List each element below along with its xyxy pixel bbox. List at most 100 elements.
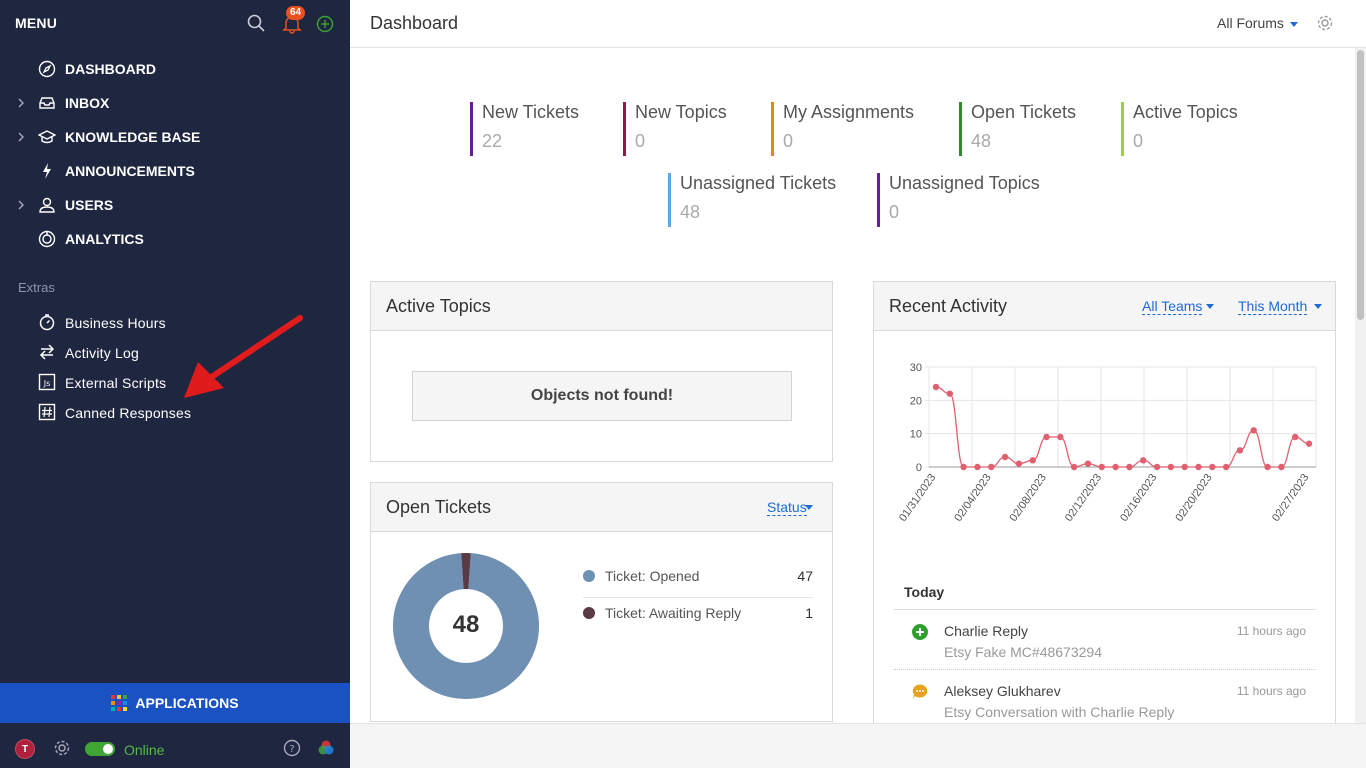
applications-button[interactable]: APPLICATIONS	[0, 683, 350, 723]
x-tick-label: 02/27/2023	[1270, 472, 1311, 524]
panel-header: Active Topics	[371, 282, 832, 331]
data-point[interactable]	[1153, 463, 1161, 471]
stat-active-topics[interactable]: Active Topics 0	[1121, 102, 1238, 158]
data-point[interactable]	[1043, 433, 1050, 441]
legend-row[interactable]: Ticket: Opened 47	[583, 561, 813, 598]
caret-down-icon[interactable]	[1206, 304, 1214, 309]
legend-swatch	[583, 607, 595, 619]
activity-time: 11 hours ago	[1236, 684, 1306, 698]
x-tick-label: 01/31/2023	[897, 472, 938, 524]
add-circle-icon[interactable]	[316, 15, 334, 33]
search-icon[interactable]	[246, 13, 266, 33]
caret-down-icon	[1289, 21, 1298, 27]
activity-name: Charlie Reply	[944, 623, 1029, 639]
stat-my-assignments[interactable]: My Assignments 0	[771, 102, 914, 158]
data-point[interactable]	[1167, 463, 1175, 471]
extras-item-external-scripts[interactable]: Js External Scripts	[0, 367, 350, 397]
palette-icon[interactable]	[317, 739, 335, 757]
data-point[interactable]	[1181, 463, 1188, 471]
data-point[interactable]	[1195, 463, 1202, 471]
donut-slice[interactable]	[393, 553, 539, 699]
data-point[interactable]	[946, 390, 954, 397]
period-filter-dropdown[interactable]: This Month	[1238, 299, 1308, 315]
data-point[interactable]	[1001, 453, 1009, 461]
nav-item-announcements[interactable]: ANNOUNCEMENTS	[0, 154, 350, 188]
series-line	[935, 386, 1310, 468]
scrollbar[interactable]	[1355, 48, 1366, 723]
caret-down-icon[interactable]	[805, 505, 813, 510]
applications-label: APPLICATIONS	[135, 695, 239, 711]
notification-badge: 64	[286, 6, 306, 20]
activity-item[interactable]: Aleksey Glukharev Etsy Conversation with…	[894, 670, 1316, 730]
legend-row[interactable]: Ticket: Awaiting Reply 1	[583, 598, 813, 635]
caret-down-icon[interactable]	[1314, 304, 1322, 309]
open-tickets-panel: Open Tickets Status 48 Ticket: Opened 47…	[370, 482, 833, 722]
data-point[interactable]	[988, 463, 995, 471]
js-file-icon: Js	[38, 373, 56, 391]
data-point[interactable]	[1112, 463, 1119, 471]
panel-title: Open Tickets	[386, 497, 492, 517]
activity-time: 11 hours ago	[1236, 624, 1306, 638]
stat-open-tickets[interactable]: Open Tickets 48	[959, 102, 1076, 158]
users-icon	[39, 197, 55, 213]
data-point[interactable]	[1029, 457, 1036, 464]
bottom-strip	[350, 723, 1366, 768]
extras-item-activity-log[interactable]: Activity Log	[0, 337, 350, 367]
data-point[interactable]	[1250, 427, 1257, 434]
scrollbar-thumb[interactable]	[1357, 50, 1364, 320]
open-tickets-legend: Ticket: Opened 47 Ticket: Awaiting Reply…	[583, 561, 813, 635]
stat-color-bar	[668, 173, 671, 227]
plus-circle-icon	[912, 624, 928, 640]
stat-label: Active Topics	[1133, 102, 1238, 122]
data-point[interactable]	[1070, 463, 1078, 471]
activity-subject[interactable]: Etsy Fake MC#48673294	[944, 644, 1102, 660]
data-point[interactable]	[1209, 463, 1216, 471]
stat-value: 0	[635, 131, 646, 151]
data-point[interactable]	[1305, 440, 1313, 447]
stat-color-bar	[959, 102, 962, 156]
forums-dropdown[interactable]: All Forums	[1217, 15, 1298, 31]
open-tickets-donut-chart	[393, 553, 539, 699]
data-point[interactable]	[1278, 463, 1285, 471]
chevron-right-icon[interactable]	[15, 199, 27, 211]
stat-value: 0	[783, 131, 794, 151]
chevron-right-icon[interactable]	[15, 131, 27, 143]
settings-gear-icon[interactable]	[1316, 14, 1334, 32]
data-point[interactable]	[1084, 460, 1092, 467]
chevron-right-icon[interactable]	[15, 97, 27, 109]
stat-new-topics[interactable]: New Topics 0	[623, 102, 727, 158]
data-point[interactable]	[932, 383, 940, 391]
stat-unassigned-tickets[interactable]: Unassigned Tickets 48	[668, 173, 836, 229]
activity-list: Charlie Reply Etsy Fake MC#48673294 11 h…	[894, 609, 1316, 730]
activity-subject[interactable]: Etsy Conversation with Charlie Reply	[944, 704, 1175, 720]
stat-unassigned-topics[interactable]: Unassigned Topics 0	[877, 173, 1040, 229]
panel-title: Active Topics	[386, 296, 491, 316]
nav-item-inbox[interactable]: INBOX	[0, 86, 350, 120]
extras-item-canned-responses[interactable]: Canned Responses	[0, 397, 350, 427]
data-point[interactable]	[1291, 433, 1299, 441]
data-point[interactable]	[974, 463, 981, 471]
avatar[interactable]: T	[15, 739, 35, 759]
nav-item-knowledge-base[interactable]: KNOWLEDGE BASE	[0, 120, 350, 154]
gear-icon[interactable]	[53, 739, 71, 757]
online-toggle[interactable]	[85, 742, 115, 756]
data-point[interactable]	[1236, 447, 1244, 454]
nav-item-dashboard[interactable]: DASHBOARD	[0, 52, 350, 86]
data-point[interactable]	[1126, 463, 1133, 471]
nav-item-users[interactable]: USERS	[0, 188, 350, 222]
stat-new-tickets[interactable]: New Tickets 22	[470, 102, 579, 158]
nav-item-analytics[interactable]: ANALYTICS	[0, 222, 350, 256]
data-point[interactable]	[960, 463, 967, 471]
help-icon[interactable]: ?	[283, 739, 301, 757]
data-point[interactable]	[1264, 463, 1271, 471]
extras-label: Canned Responses	[65, 405, 192, 421]
data-point[interactable]	[1015, 460, 1023, 467]
activity-item[interactable]: Charlie Reply Etsy Fake MC#48673294 11 h…	[894, 610, 1316, 670]
extras-item-business-hours[interactable]: Business Hours	[0, 307, 350, 337]
data-point[interactable]	[1222, 463, 1230, 471]
status-filter-dropdown[interactable]: Status	[767, 500, 807, 516]
data-point[interactable]	[1057, 433, 1064, 441]
data-point[interactable]	[1140, 457, 1147, 464]
data-point[interactable]	[1098, 463, 1105, 471]
teams-filter-dropdown[interactable]: All Teams	[1142, 299, 1203, 315]
